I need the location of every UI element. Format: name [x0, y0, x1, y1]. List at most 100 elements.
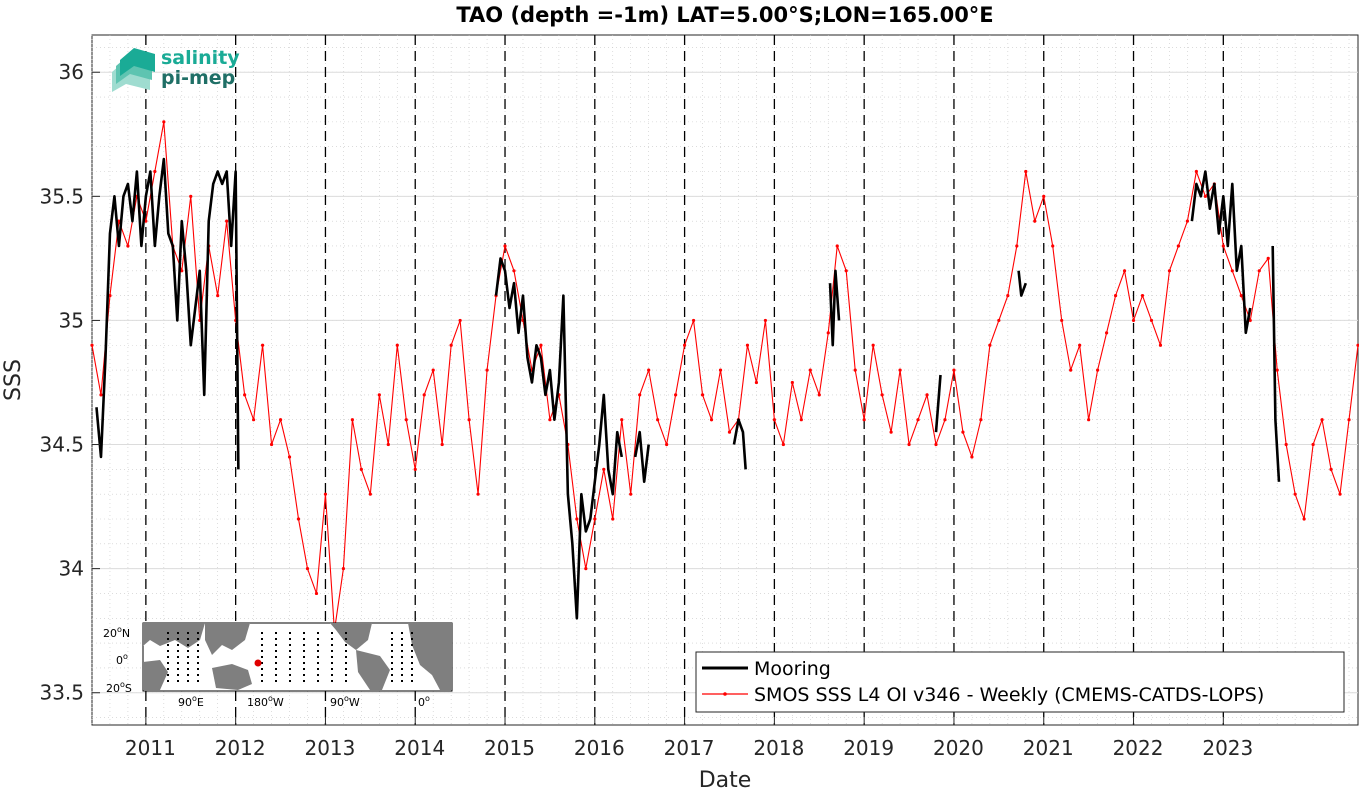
series-point-smos — [1293, 492, 1297, 496]
inset-mooring-dot — [289, 638, 291, 640]
series-line-mooring — [95, 157, 240, 470]
series-point-smos — [979, 418, 983, 422]
inset-mooring-dot — [177, 662, 179, 664]
inset-mooring-dot — [331, 668, 333, 670]
y-tick-label: 34 — [59, 557, 84, 581]
series-point-smos — [1078, 343, 1082, 347]
series-point-smos — [772, 418, 776, 422]
inset-mooring-dot — [303, 674, 305, 676]
series-point-smos — [476, 492, 480, 496]
inset-mooring-dot — [331, 662, 333, 664]
series-point-smos — [700, 393, 705, 397]
series-point-smos — [844, 269, 848, 273]
svg-text:180oW: 180oW — [247, 694, 284, 709]
inset-mooring-dot — [167, 668, 169, 670]
inset-mooring-dot — [177, 638, 179, 640]
series-point-smos — [458, 318, 462, 323]
inset-mooring-dot — [401, 674, 403, 676]
x-tick-label: 2015 — [484, 736, 535, 760]
inset-mooring-dot — [303, 632, 305, 634]
inset-mooring-dot — [289, 668, 291, 670]
series-point-smos — [826, 331, 830, 335]
inset-mooring-dot — [197, 656, 199, 658]
inset-mooring-dot — [391, 650, 393, 652]
inset-mooring-dot — [167, 674, 169, 676]
inset-mooring-dot — [167, 638, 169, 640]
series-point-smos — [350, 418, 354, 422]
series-point-smos — [548, 418, 552, 422]
inset-mooring-dot — [331, 674, 333, 676]
inset-mooring-dot — [197, 644, 199, 646]
inset-mooring-dot — [261, 638, 263, 640]
x-tick-label: 2017 — [664, 736, 715, 760]
inset-mooring-dots — [167, 632, 413, 682]
inset-mooring-dot — [187, 668, 189, 670]
inset-mooring-dot — [275, 650, 277, 652]
series-point-smos — [377, 393, 381, 397]
series-point-smos — [1230, 269, 1234, 273]
series-point-smos — [1311, 442, 1315, 447]
series-point-smos — [961, 430, 965, 434]
inset-mooring-dot — [401, 656, 403, 658]
logo-wave-icon — [112, 48, 155, 92]
series-point-smos — [925, 393, 929, 397]
series-point-smos — [638, 393, 642, 397]
inset-mooring-dot — [303, 638, 305, 640]
inset-mooring-dot — [167, 632, 169, 634]
series-point-smos — [1006, 294, 1010, 298]
inset-mooring-dot — [345, 674, 347, 676]
inset-mooring-dot — [411, 632, 413, 634]
series-point-smos — [889, 430, 893, 434]
inset-mooring-dot — [391, 632, 393, 634]
series-point-smos — [799, 418, 803, 422]
series-point-smos — [1149, 318, 1154, 323]
series-point-smos — [727, 430, 732, 434]
series-point-smos — [449, 343, 453, 347]
inset-mooring-dot — [317, 656, 319, 658]
series-point-smos — [180, 269, 184, 273]
series-line-mooring — [1271, 245, 1281, 482]
inset-mooring-dot — [177, 656, 179, 658]
y-tick-label: 36 — [59, 60, 84, 84]
inset-mooring-dot — [177, 650, 179, 652]
series-point-smos — [1069, 368, 1073, 372]
series-point-smos — [1239, 294, 1243, 298]
series-point-smos — [934, 442, 938, 447]
x-tick-label: 2013 — [304, 736, 355, 760]
inset-mooring-dot — [177, 668, 179, 670]
series-point-smos — [485, 368, 489, 372]
series-point-smos — [1042, 194, 1046, 198]
legend-label-mooring: Mooring — [754, 658, 831, 680]
series-point-smos — [269, 442, 274, 447]
series-point-smos — [359, 467, 363, 471]
inset-mooring-dot — [187, 674, 189, 676]
inset-mooring-dot — [303, 680, 305, 682]
series-point-smos — [745, 343, 750, 347]
series-point-smos — [1329, 467, 1333, 471]
y-tick-label: 35.5 — [39, 184, 84, 208]
series-point-smos — [440, 442, 444, 447]
inset-mooring-dot — [331, 644, 333, 646]
series-point-smos — [620, 418, 624, 422]
series-point-smos — [1284, 442, 1288, 447]
logo-line1: salinity — [161, 47, 240, 69]
legend-label-smos: SMOS SSS L4 OI v346 - Weekly (CMEMS-CATD… — [754, 684, 1264, 706]
series-point-smos — [682, 343, 687, 347]
inset-mooring-dot — [261, 680, 263, 682]
series-point-smos — [629, 492, 633, 496]
inset-mooring-dot — [167, 662, 169, 664]
x-axis-title: Date — [699, 768, 752, 790]
series-point-smos — [1087, 418, 1091, 422]
inset-mooring-dot — [187, 638, 189, 640]
series-point-smos — [1024, 169, 1028, 174]
series-point-smos — [260, 343, 265, 347]
inset-lat-labels: 20oN 0o 20oS — [103, 625, 132, 695]
series-point-smos — [907, 442, 911, 447]
series-point-smos — [1104, 331, 1109, 335]
inset-mooring-dot — [401, 638, 403, 640]
series-point-smos — [117, 219, 121, 223]
inset-mooring-dot — [289, 632, 291, 634]
inset-mooring-dot — [197, 680, 199, 682]
series-point-smos — [278, 418, 283, 422]
series-point-smos — [503, 244, 507, 248]
